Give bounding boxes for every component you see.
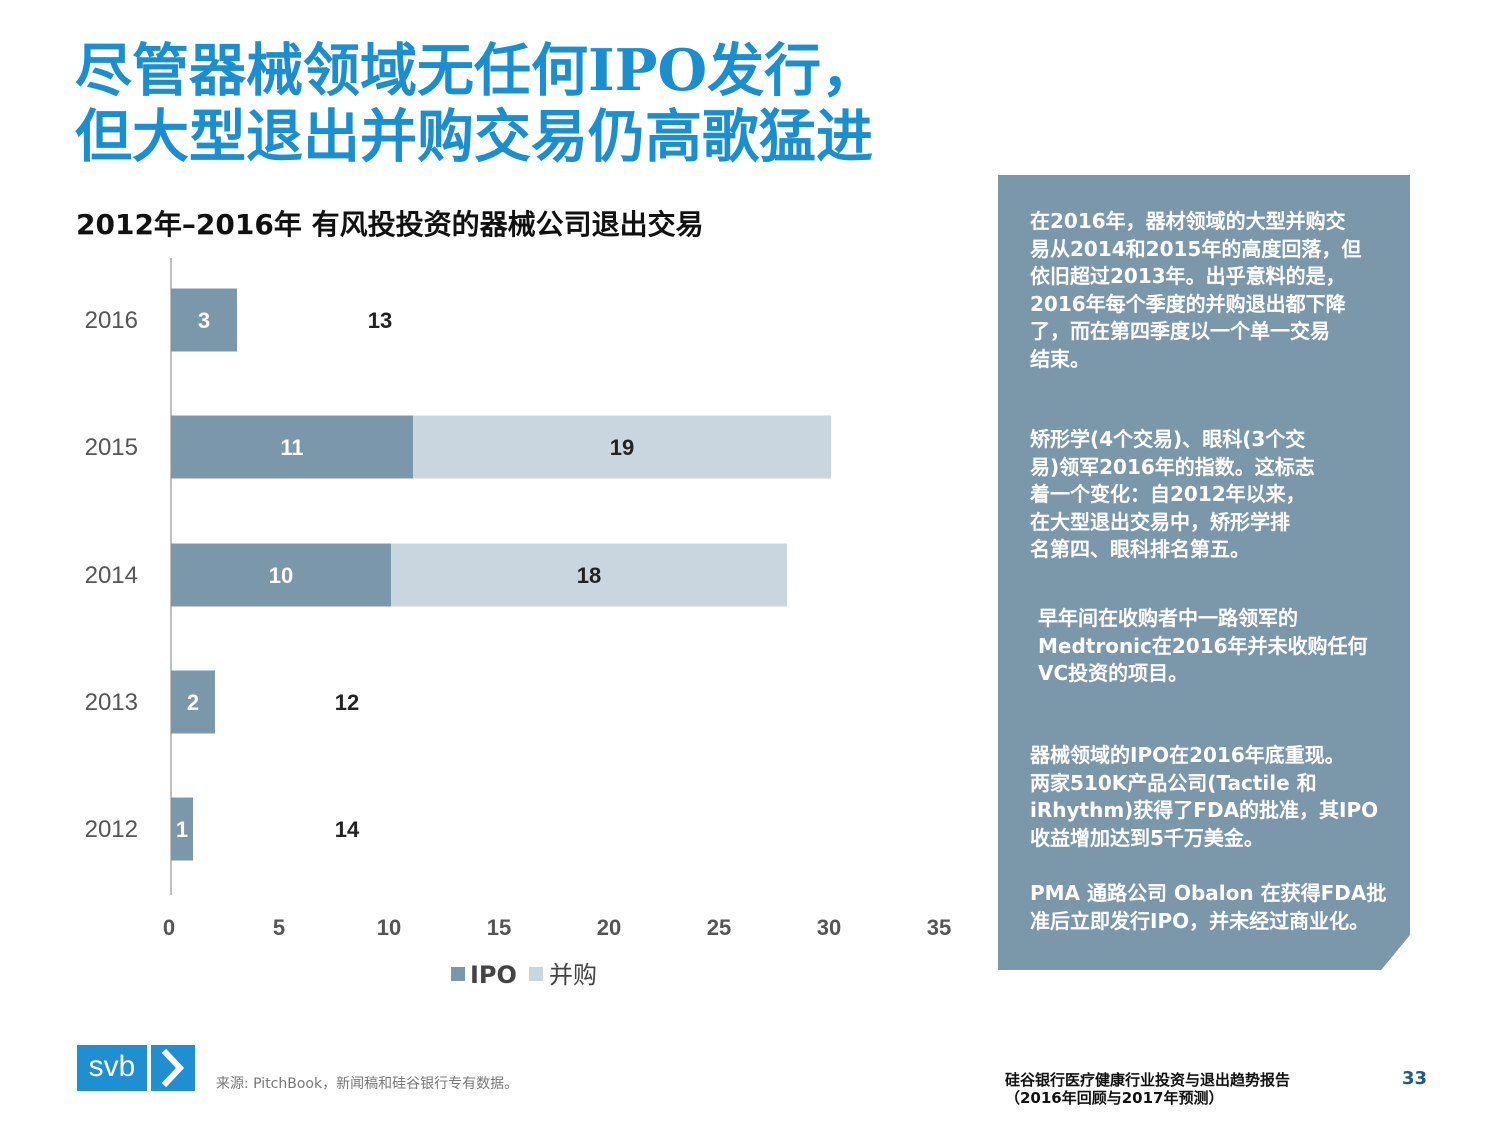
page-number: 33: [1402, 1068, 1428, 1089]
bar-ipo: [171, 288, 237, 352]
chevron-right-icon: [151, 1045, 195, 1091]
report-footer: 硅谷银行医疗健康行业投资与退出趋势报告 （2016年回顾与2017年预测）: [1005, 1071, 1290, 1107]
legend-swatch-ipo: [451, 967, 465, 981]
data-label-ipo: 10: [269, 563, 293, 588]
bar-ipo: [171, 670, 215, 734]
legend-label-ma: 并购: [549, 961, 597, 989]
commentary-line: VC投资的项目。: [1038, 661, 1189, 685]
footer-line-2: （2016年回顾与2017年预测）: [1005, 1089, 1224, 1107]
title-line-2: 但大型退出并购交易仍高歌猛进: [75, 103, 873, 170]
svb-logo-text: svb: [77, 1045, 147, 1091]
y-tick-label: 2015: [85, 434, 138, 461]
x-tick-label: 5: [273, 915, 285, 940]
x-tick-label: 20: [597, 915, 621, 940]
commentary-line: 两家510K产品公司(Tactile 和: [1030, 770, 1317, 795]
commentary-line: 了，而在第四季度以一个单一交易: [1030, 319, 1330, 343]
x-tick-label: 0: [163, 915, 175, 940]
commentary-line: 名第四、眼科排名第五。: [1030, 537, 1250, 561]
legend-swatch-ma: [529, 967, 543, 981]
commentary-line: 准后立即发行IPO，并未经过商业化。: [1030, 908, 1370, 933]
legend-label-ipo: IPO: [470, 961, 517, 989]
x-tick-label: 35: [927, 915, 951, 940]
commentary-line: 结束。: [1030, 346, 1090, 371]
data-label-ma: 19: [610, 435, 634, 460]
y-tick-label: 2012: [85, 816, 138, 843]
x-tick-label: 15: [487, 915, 511, 940]
svb-logo: svb: [77, 1045, 195, 1091]
commentary-line: 易)领军2016年的指数。这标志: [1030, 454, 1315, 479]
footer-line-1: 硅谷银行医疗健康行业投资与退出趋势报告: [1005, 1071, 1291, 1089]
commentary-panel: 在2016年，器材领域的大型并购交 易从2014和2015年的高度回落，但 依旧超过…: [998, 175, 1410, 970]
commentary-line: 依旧超过2013年。出乎意料的是，: [1030, 264, 1346, 288]
data-label-ipo: 2: [187, 690, 199, 715]
commentary-paragraph-5: PMA 通路公司 Obalon 在获得FDA批 准后立即发行IPO，并未经过商业化…: [1030, 880, 1386, 935]
commentary-line: 矫形学(4个交易)、眼科(3个交: [1030, 427, 1306, 451]
chart-title: 2012年–2016年 有风投投资的器械公司退出交易: [76, 208, 704, 241]
page-title: 尽管器械领域无任何IPO发行， 但大型退出并购交易仍高歌猛进: [75, 38, 975, 170]
x-tick-label: 10: [377, 915, 401, 940]
bar-ipo: [171, 415, 413, 479]
y-tick-label: 2014: [85, 562, 138, 589]
data-label-ma: 14: [335, 817, 360, 842]
commentary-line: 着一个变化：自2012年以来，: [1030, 482, 1306, 506]
data-label-ma: 13: [368, 308, 392, 333]
commentary-line: PMA 通路公司 Obalon 在获得FDA批: [1030, 881, 1387, 905]
x-tick-label: 25: [707, 915, 731, 940]
bar-ma: [413, 415, 831, 479]
data-label-ma: 18: [577, 563, 601, 588]
commentary-paragraph-2: 矫形学(4个交易)、眼科(3个交 易)领军2016年的指数。这标志 着一个变化：自2…: [1030, 426, 1315, 564]
commentary-line: 在2016年，器材领域的大型并购交: [1030, 209, 1346, 233]
data-label-ipo: 3: [198, 308, 210, 333]
commentary-line: 2016年每个季度的并购退出都下降: [1030, 291, 1346, 316]
data-label-ipo: 1: [176, 817, 188, 842]
title-line-1: 尽管器械领域无任何IPO发行，: [75, 37, 879, 104]
commentary-line: 易从2014和2015年的高度回落，但: [1030, 236, 1362, 261]
commentary-line: iRhythm)获得了FDA的批准，其IPO: [1030, 798, 1379, 822]
source-note: 来源: PitchBook，新闻稿和硅谷银行专有数据。: [216, 1076, 519, 1092]
bar-ma: [391, 543, 787, 607]
bar-ipo: [171, 797, 193, 861]
commentary-line: 早年间在收购者中一路领军的: [1038, 606, 1298, 630]
commentary-line: Medtronic在2016年并未收购任何: [1038, 633, 1368, 658]
commentary-line: 收益增加达到5千万美金。: [1030, 825, 1264, 850]
y-tick-label: 2013: [85, 689, 138, 716]
commentary-paragraph-1: 在2016年，器材领域的大型并购交 易从2014和2015年的高度回落，但 依旧超过…: [1030, 208, 1361, 373]
commentary-paragraph-3: 早年间在收购者中一路领军的 Medtronic在2016年并未收购任何 VC投资的项…: [1038, 605, 1368, 688]
data-label-ipo: 11: [280, 435, 303, 460]
commentary-line: 器械领域的IPO在2016年底重现。: [1030, 743, 1345, 767]
bar-ipo: [171, 543, 391, 607]
commentary-paragraph-4: 器械领域的IPO在2016年底重现。 两家510K产品公司(Tactile 和 iR…: [1030, 742, 1378, 852]
y-tick-label: 2016: [85, 307, 138, 334]
x-tick-label: 30: [817, 915, 841, 940]
data-label-ma: 12: [335, 690, 359, 715]
commentary-line: 在大型退出交易中，矫形学排: [1030, 509, 1290, 534]
